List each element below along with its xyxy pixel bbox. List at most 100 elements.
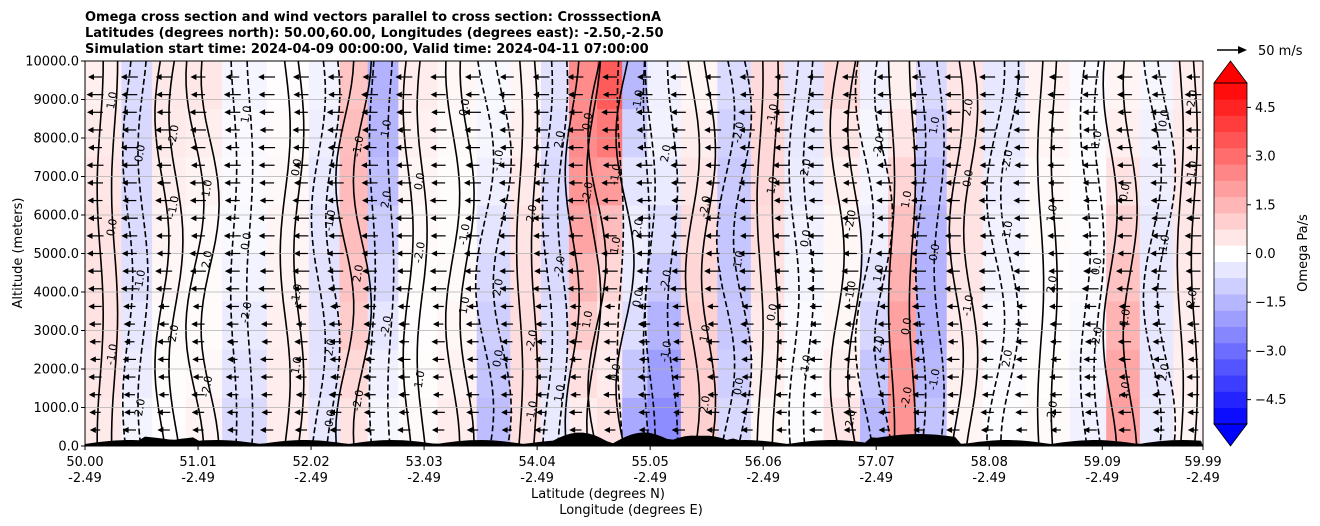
wind-arrow-head bbox=[86, 162, 93, 169]
wind-arrow-head bbox=[807, 91, 814, 98]
contour-label: 1.0 bbox=[412, 370, 428, 389]
wind-arrow bbox=[122, 126, 137, 133]
wind-arrow-head bbox=[499, 285, 506, 292]
wind-arrow bbox=[739, 91, 754, 98]
wind-arrow-head bbox=[945, 179, 952, 186]
wind-arrow bbox=[877, 91, 892, 98]
wind-arrow bbox=[1013, 74, 1029, 80]
contour-label: -2.0 bbox=[697, 195, 714, 218]
x-tick-label-lon: -2.49 bbox=[407, 471, 441, 486]
wind-arrow bbox=[328, 232, 343, 239]
wind-arrow bbox=[260, 374, 273, 381]
wind-arrow-head bbox=[739, 285, 746, 292]
wind-arrow bbox=[120, 215, 138, 222]
wind-arrow bbox=[635, 232, 653, 239]
contour-label: 0.0 bbox=[490, 349, 506, 368]
wind-arrow bbox=[327, 74, 343, 80]
wind-arrow bbox=[981, 321, 993, 328]
x-tick-label-lat: 50.00 bbox=[66, 455, 103, 470]
wind-arrow bbox=[877, 321, 891, 328]
wind-arrow bbox=[843, 356, 857, 363]
wind-arrow-head bbox=[465, 391, 472, 398]
wind-arrow bbox=[1116, 232, 1132, 239]
contour-label: 2.0 bbox=[490, 278, 506, 297]
x-tick-label-lat: 58.08 bbox=[971, 455, 1008, 470]
contour-label: 1.0 bbox=[289, 356, 305, 375]
wind-arrow-head bbox=[843, 427, 850, 433]
wind-arrow-head bbox=[500, 391, 507, 398]
wind-arrow bbox=[361, 91, 378, 98]
wind-arrow-head bbox=[260, 303, 267, 310]
wind-arrow-head bbox=[808, 268, 815, 275]
wind-arrow-head bbox=[1151, 215, 1158, 222]
wind-arrow-head bbox=[87, 109, 93, 116]
wind-arrow-head bbox=[1150, 197, 1157, 204]
wind-arrow bbox=[1186, 215, 1200, 222]
wind-arrow-head bbox=[842, 179, 849, 186]
contour-label: 1.0 bbox=[1044, 204, 1060, 223]
wind-arrow-head bbox=[395, 74, 402, 80]
wind-arrow-head bbox=[501, 356, 508, 363]
wind-arrow-head bbox=[738, 109, 745, 116]
wind-arrow bbox=[534, 374, 548, 381]
wind-arrow-head bbox=[1047, 232, 1054, 239]
wind-arrow-head bbox=[876, 285, 883, 292]
wind-arrow bbox=[224, 268, 240, 275]
omega-cell bbox=[983, 61, 1026, 110]
wind-arrow bbox=[362, 144, 377, 151]
wind-arrow-head bbox=[397, 427, 404, 433]
contour-label: 2.0 bbox=[378, 190, 394, 209]
omega-cell bbox=[750, 61, 786, 110]
wind-arrow-head bbox=[741, 427, 748, 433]
wind-arrow bbox=[501, 356, 512, 363]
wind-arrow-head bbox=[88, 285, 94, 292]
wind-arrow bbox=[464, 74, 480, 80]
wind-arrow bbox=[979, 162, 995, 169]
wind-arrow-head bbox=[911, 374, 918, 381]
contour-label: 2.0 bbox=[552, 130, 568, 149]
wind-arrow-head bbox=[876, 268, 883, 275]
wind-arrow-head bbox=[568, 250, 575, 257]
wind-arrow-head bbox=[226, 321, 233, 328]
wind-arrow-head bbox=[1083, 374, 1090, 381]
wind-arrow-head bbox=[1116, 91, 1123, 98]
wind-arrow bbox=[294, 409, 308, 416]
wind-arrow-head bbox=[258, 144, 265, 151]
wind-arrow bbox=[672, 374, 685, 381]
wind-arrow bbox=[1083, 303, 1097, 310]
contour-label: 0.0 bbox=[731, 377, 747, 396]
wind-arrow bbox=[773, 179, 790, 186]
wind-arrow-head bbox=[88, 321, 95, 328]
wind-arrow bbox=[293, 179, 308, 186]
wind-arrow-head bbox=[501, 427, 508, 433]
omega-contour-line bbox=[292, 61, 305, 446]
wind-arrow-head bbox=[1047, 250, 1054, 257]
wind-arrow-head bbox=[604, 374, 611, 381]
wind-arrow bbox=[534, 303, 548, 310]
omega-cell bbox=[85, 397, 122, 446]
wind-arrow-head bbox=[566, 268, 573, 275]
wind-arrow-head bbox=[704, 144, 711, 151]
wind-arrow-head bbox=[1049, 303, 1055, 310]
wind-arrow bbox=[501, 427, 512, 433]
wind-arrow-head bbox=[672, 303, 679, 310]
wind-arrow bbox=[808, 250, 824, 257]
wind-arrow-head bbox=[464, 126, 471, 133]
wind-arrow-head bbox=[911, 268, 917, 275]
wind-arrow-head bbox=[670, 162, 677, 169]
wind-arrow bbox=[944, 74, 962, 80]
wind-arrow bbox=[260, 321, 273, 328]
contour-label: 0.0 bbox=[608, 363, 624, 382]
wind-arrow bbox=[1014, 321, 1029, 328]
wind-arrow bbox=[1151, 91, 1166, 98]
contour-label: 1.0 bbox=[1117, 381, 1133, 400]
wind-arrow-head bbox=[1116, 144, 1123, 151]
wind-arrow bbox=[809, 374, 822, 381]
wind-arrow bbox=[775, 321, 788, 328]
contour-label: -2.0 bbox=[238, 301, 255, 324]
wind-arrow bbox=[364, 356, 375, 363]
wind-arrow bbox=[157, 374, 170, 381]
chart-title-line-1: Omega cross section and wind vectors par… bbox=[85, 10, 661, 25]
wind-arrow bbox=[776, 427, 787, 433]
wind-arrow-head bbox=[1150, 268, 1157, 275]
